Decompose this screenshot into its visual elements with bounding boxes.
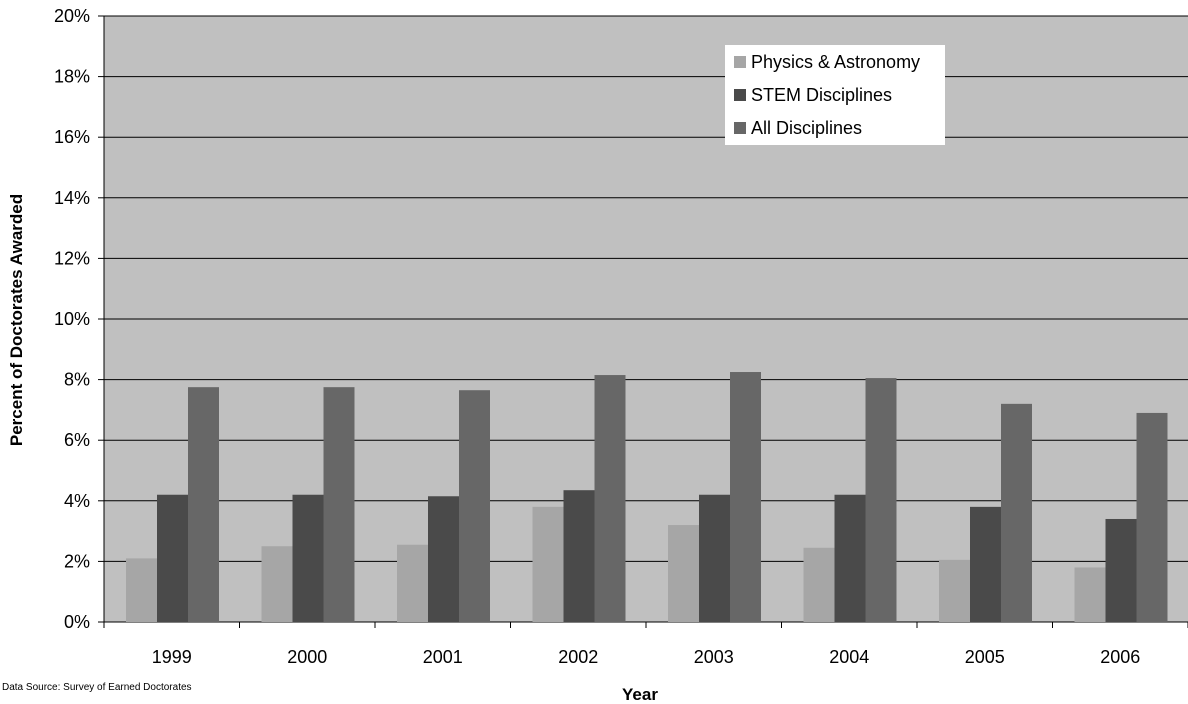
bar-2004-series-2 <box>865 378 897 622</box>
x-tick-label: 2002 <box>558 647 598 667</box>
bar-2004-series-0 <box>803 547 835 622</box>
data-source-note: Data Source: Survey of Earned Doctorates <box>2 682 192 693</box>
bar-2002-series-1 <box>563 490 595 622</box>
y-tick-label: 16% <box>54 127 90 147</box>
y-tick-label: 0% <box>64 612 90 632</box>
bar-2006-series-1 <box>1105 518 1137 622</box>
x-tick-label: 2004 <box>829 647 869 667</box>
bar-2003-series-2 <box>730 372 761 622</box>
y-axis-title: Percent of Doctorates Awarded <box>7 194 26 446</box>
bar-1999-series-0 <box>126 558 157 622</box>
bar-2001-series-2 <box>459 390 490 622</box>
y-tick-label: 8% <box>64 370 90 390</box>
bar-2006-series-2 <box>1136 412 1168 622</box>
legend-swatch <box>734 122 746 134</box>
x-axis: 1999 2000 2001 2002 2003 2004 2005 2006 <box>103 621 1188 667</box>
x-tick-label: 2005 <box>965 647 1005 667</box>
legend-label: STEM Disciplines <box>751 85 892 105</box>
y-tick-label: 12% <box>54 248 90 268</box>
bar-2005-series-0 <box>939 559 970 622</box>
x-axis-title: Year <box>622 685 658 704</box>
legend-box <box>725 45 945 145</box>
legend-label: All Disciplines <box>751 118 862 138</box>
bar-2001-series-0 <box>397 544 428 622</box>
legend: Physics & Astronomy STEM Disciplines All D… <box>725 45 945 145</box>
plot-area <box>104 15 1188 622</box>
y-tick-label: 6% <box>64 430 90 450</box>
y-tick-label: 14% <box>54 188 90 208</box>
bars <box>126 372 1168 622</box>
y-tick-label: 18% <box>54 67 90 87</box>
bar-2000-series-0 <box>261 546 293 622</box>
y-tick-label: 2% <box>64 551 90 571</box>
y-axis: 0% 2% 4% 6% 8% 10% 12% 14% 16% 18% 20% <box>54 6 105 632</box>
bar-2002-series-2 <box>594 375 626 622</box>
bar-2000-series-2 <box>323 387 355 622</box>
bar-1999-series-2 <box>188 387 219 622</box>
bar-2000-series-1 <box>292 494 324 622</box>
bar-2003-series-1 <box>699 494 730 622</box>
bar-2003-series-0 <box>668 525 699 622</box>
bar-2002-series-0 <box>532 506 564 622</box>
y-tick-label: 4% <box>64 491 90 511</box>
bar-2001-series-1 <box>428 496 459 622</box>
bar-2004-series-1 <box>834 494 866 622</box>
bar-2006-series-0 <box>1074 567 1106 622</box>
bar-2005-series-2 <box>1001 403 1032 622</box>
x-tick-label: 2006 <box>1100 647 1140 667</box>
y-tick-label: 20% <box>54 6 90 26</box>
bar-2005-series-1 <box>970 506 1001 622</box>
x-tick-label: 2003 <box>694 647 734 667</box>
bar-1999-series-1 <box>157 494 188 622</box>
legend-swatch <box>734 89 746 101</box>
y-tick-label: 10% <box>54 309 90 329</box>
legend-label: Physics & Astronomy <box>751 52 920 72</box>
legend-swatch <box>734 56 746 68</box>
x-tick-label: 2000 <box>287 647 327 667</box>
x-tick-label: 1999 <box>152 647 192 667</box>
x-tick-label: 2001 <box>423 647 463 667</box>
